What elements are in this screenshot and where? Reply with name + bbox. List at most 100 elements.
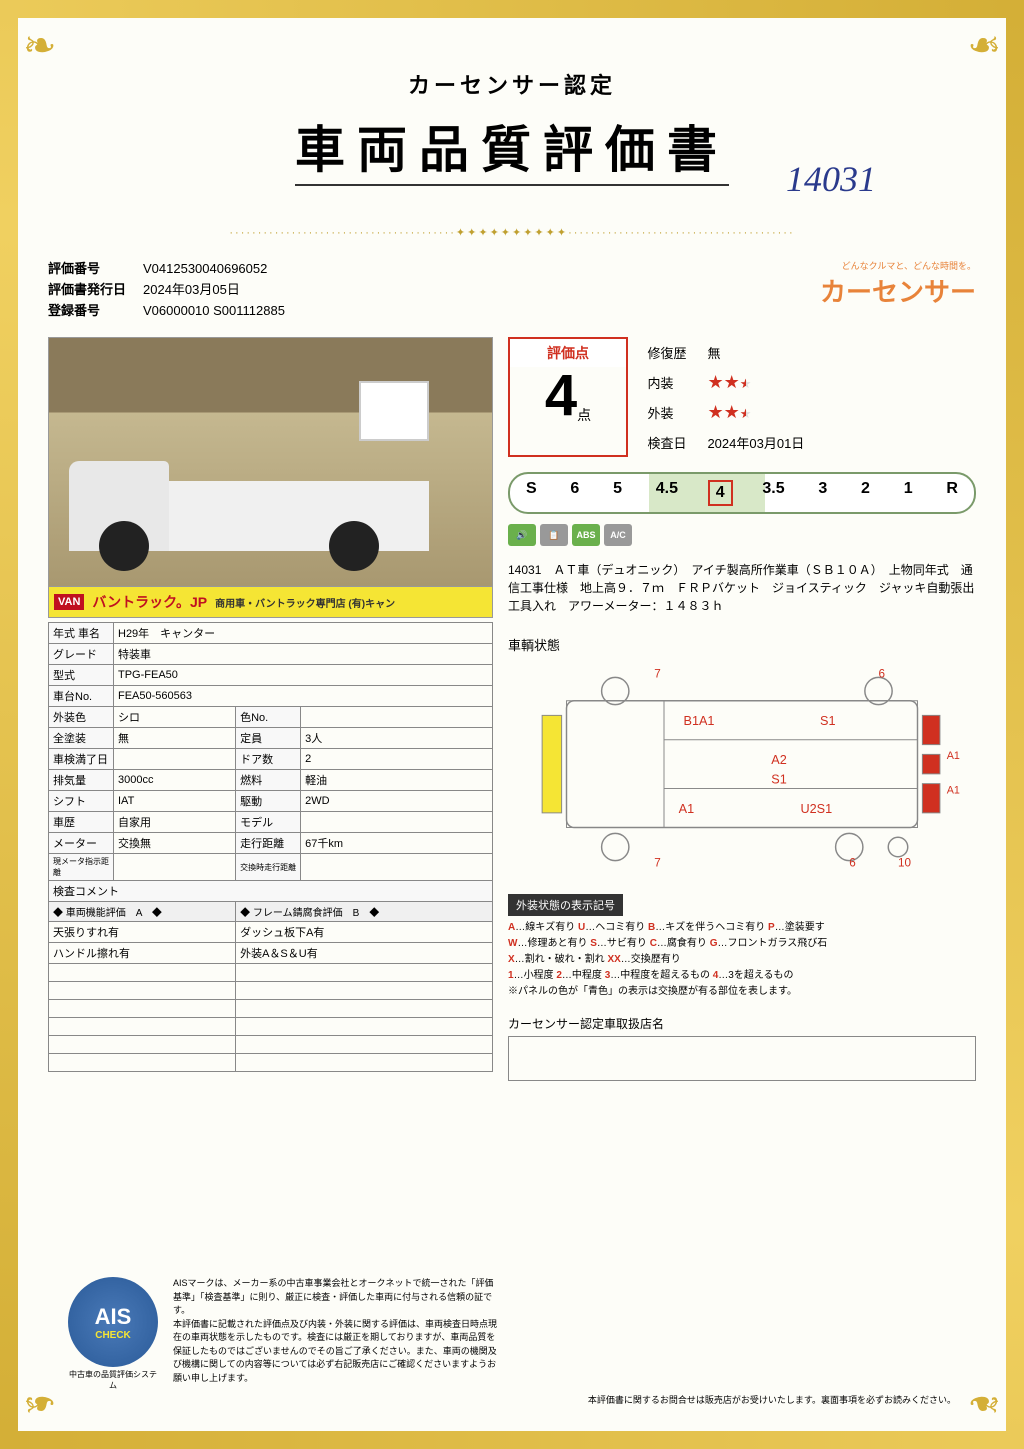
vehicle-description: 14031 ＡＴ車（デュオニック） アイチ製高所作業車（ＳＢ１０Ａ） 上物同年式… xyxy=(508,561,976,615)
spec-fuel-label: 燃料 xyxy=(236,770,301,791)
grade-35: 3.5 xyxy=(758,480,788,506)
spec-inspexp-label: 車検満了日 xyxy=(49,749,114,770)
func-eval-label: ◆ 車両機能評価 A ◆ xyxy=(49,902,236,922)
spec-modeldetail xyxy=(301,812,493,833)
spec-disp-label: 排気量 xyxy=(49,770,114,791)
issue-date-label: 評価書発行日 xyxy=(48,280,143,301)
feature-icons: 🔊 📋 ABS A/C xyxy=(508,524,976,546)
meta-info: 評価番号V0412530040696052 評価書発行日2024年03月05日 … xyxy=(48,259,285,321)
score-value: 4 xyxy=(545,363,577,428)
right-column: 評価点 4点 修復歴無 内装★★★ 外装★★★ 検査日2024年03月01日 S… xyxy=(508,337,976,1081)
dealer-box xyxy=(508,1036,976,1081)
dealer-label: カーセンサー認定車取扱店名 xyxy=(508,1015,976,1032)
legend-text: A…線キズ有り U…ヘコミ有り B…キズを伴うヘコミ有り P…塗装要す W…修理… xyxy=(508,920,976,1000)
spec-fuel: 軽油 xyxy=(301,770,493,791)
svg-text:A2: A2 xyxy=(771,754,786,768)
exterior-label: 外装 xyxy=(647,403,707,422)
svg-text:A1: A1 xyxy=(947,785,960,797)
ais-text: AISマークは、メーカー系の中古車事業会社とオークネットで統一された「評価基準」… xyxy=(173,1277,498,1391)
interior-label: 内装 xyxy=(647,373,707,392)
grade-45: 4.5 xyxy=(652,480,682,506)
spec-model: TPG-FEA50 xyxy=(114,665,493,686)
vehicle-photo xyxy=(48,337,493,587)
banner-logo-van: VAN xyxy=(54,594,84,610)
ceiling-note: 天張りすれ有 xyxy=(49,922,236,943)
spec-extcolor-label: 外装色 xyxy=(49,707,114,728)
grade-s: S xyxy=(522,480,541,506)
banner-text: バントラック。JP xyxy=(92,592,207,612)
grade-5: 5 xyxy=(609,480,626,506)
reg-no: V06000010 S001112885 xyxy=(143,301,285,322)
spec-exchmileage xyxy=(301,854,493,881)
spec-history: 自家用 xyxy=(114,812,236,833)
svg-text:7: 7 xyxy=(654,668,661,681)
spec-disp: 3000cc xyxy=(114,770,236,791)
svg-text:S1: S1 xyxy=(771,773,786,787)
svg-text:A1: A1 xyxy=(679,802,694,816)
grade-2: 2 xyxy=(857,480,874,506)
spec-year: H29年 キャンター xyxy=(114,623,493,644)
feature-icon-doc: 📋 xyxy=(540,524,568,546)
svg-text:10: 10 xyxy=(898,857,912,870)
grade-bar: S 6 5 4.5 4 3.5 3 2 1 R xyxy=(508,472,976,514)
spec-curmeter-label: 現メータ指示距離 xyxy=(49,854,114,881)
svg-text:S1: S1 xyxy=(820,715,835,729)
spec-extcolor: シロ xyxy=(114,707,236,728)
inspect-date-label: 検査日 xyxy=(647,433,707,452)
spec-chassis-label: 車台No. xyxy=(49,686,114,707)
svg-text:6: 6 xyxy=(849,857,856,870)
exterior-stars: ★★★ xyxy=(707,402,751,423)
handle-note: ハンドル擦れ有 xyxy=(49,943,236,964)
grade-r: R xyxy=(942,480,962,506)
diagram-section: 車輌状態 7 6 B1A1 xyxy=(508,635,976,884)
vehicle-diagram: 7 6 B1A1 S1 A2 S1 A1 A1 A1 U2S1 7 6 10 xyxy=(508,659,976,879)
handwritten-id: 14031 xyxy=(786,158,876,200)
repair-value: 無 xyxy=(707,343,720,362)
issue-date: 2024年03月05日 xyxy=(143,280,240,301)
spec-grade: 特装車 xyxy=(114,644,493,665)
spec-colorno-label: 色No. xyxy=(236,707,301,728)
svg-text:7: 7 xyxy=(654,857,661,870)
ais-logo: AIS CHECK xyxy=(68,1277,158,1367)
spec-shift: IAT xyxy=(114,791,236,812)
cert-subtitle: カーセンサー認定 xyxy=(48,68,976,100)
svg-text:A1: A1 xyxy=(947,751,960,763)
separator: ········································… xyxy=(48,226,976,239)
spec-model-label: 型式 xyxy=(49,665,114,686)
brand-name: カーセンサー xyxy=(820,272,976,309)
spec-year-label: 年式 車名 xyxy=(49,623,114,644)
spec-grade-label: グレード xyxy=(49,644,114,665)
eval-no: V0412530040696052 xyxy=(143,259,267,280)
main-content: VAN バントラック。JP 商用車・バントラック専門店 (有)キャン 年式 車名… xyxy=(48,337,976,1081)
dash-note: ダッシュ板下A有 xyxy=(236,922,493,943)
svg-text:6: 6 xyxy=(879,668,886,681)
certificate-frame: ❧ ❧ ❧ ❧ カーセンサー認定 車両品質評価書 14031 ·········… xyxy=(0,0,1024,1449)
spec-table: 年式 車名H29年 キャンター グレード特装車 型式TPG-FEA50 車台No… xyxy=(48,622,493,1072)
ais-caption: 中古車の品質評価システム xyxy=(68,1369,158,1391)
svg-text:B1A1: B1A1 xyxy=(684,715,715,729)
ais-section: AIS CHECK 中古車の品質評価システム AISマークは、メーカー系の中古車… xyxy=(68,1277,498,1391)
cert-title: 車両品質評価書 xyxy=(295,110,729,186)
spec-shift-label: シフト xyxy=(49,791,114,812)
feature-icon-sound: 🔊 xyxy=(508,524,536,546)
spec-mileage: 67千km xyxy=(301,833,493,854)
interior-stars: ★★★ xyxy=(707,372,751,393)
spec-mileage-label: 走行距離 xyxy=(236,833,301,854)
spec-doors: 2 xyxy=(301,749,493,770)
inspect-date: 2024年03月01日 xyxy=(707,433,804,452)
spec-drive: 2WD xyxy=(301,791,493,812)
ornament-tl: ❧ xyxy=(23,23,83,83)
spec-comment-label: 検査コメント xyxy=(49,881,493,902)
left-column: VAN バントラック。JP 商用車・バントラック専門店 (有)キャン 年式 車名… xyxy=(48,337,493,1081)
photo-banner: VAN バントラック。JP 商用車・バントラック専門店 (有)キャン xyxy=(48,587,493,618)
reg-no-label: 登録番号 xyxy=(48,301,143,322)
spec-fullpaint: 無 xyxy=(114,728,236,749)
frame-eval-label: ◆ フレーム錆腐食評価 B ◆ xyxy=(236,902,493,922)
footer-note: 本評価書に関するお問合せは販売店がお受けいたします。裏面事項を必ずお読みください… xyxy=(588,1393,956,1406)
spec-inspexp xyxy=(114,749,236,770)
spec-doors-label: ドア数 xyxy=(236,749,301,770)
spec-fullpaint-label: 全塗装 xyxy=(49,728,114,749)
banner-sub: 商用車・バントラック専門店 (有)キャン xyxy=(215,595,395,610)
rating-info: 修復歴無 内装★★★ 外装★★★ 検査日2024年03月01日 xyxy=(647,337,804,457)
spec-exchmileage-label: 交換時走行距離 xyxy=(236,854,301,881)
